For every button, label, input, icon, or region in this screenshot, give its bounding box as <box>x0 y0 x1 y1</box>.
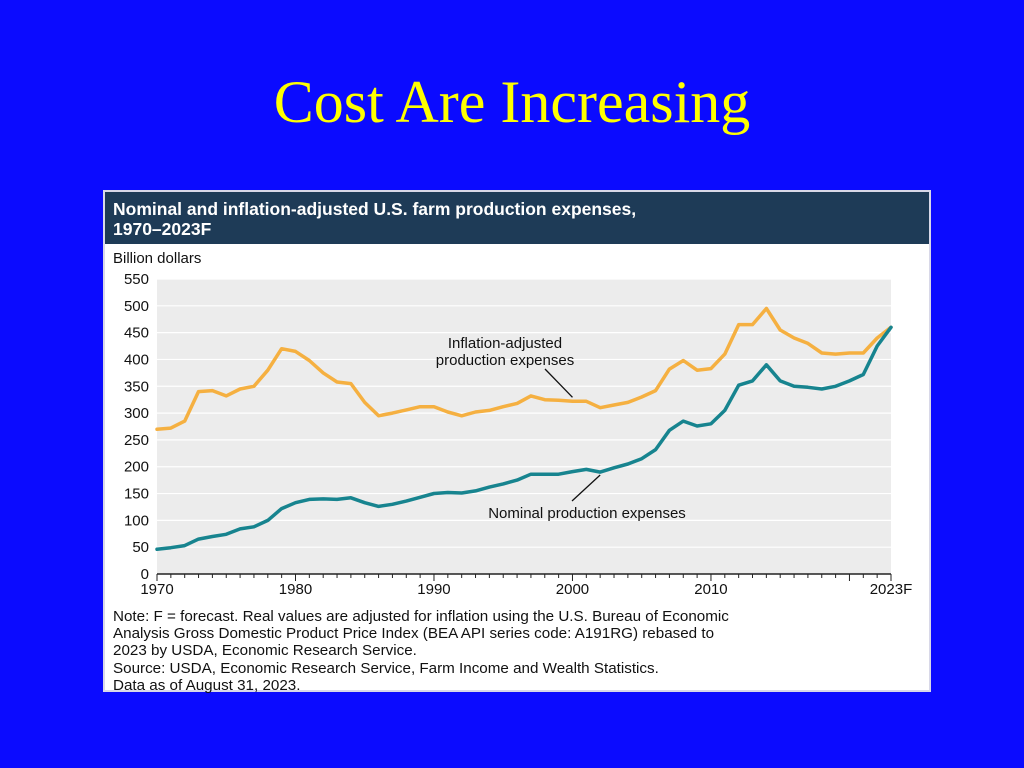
note-line-2: Analysis Gross Domestic Product Price In… <box>113 625 715 643</box>
note-line-1: Note: F = forecast. Real values are adju… <box>113 608 729 625</box>
y-tick-label: 450 <box>124 325 149 342</box>
slide-title: Cost Are Increasing <box>273 69 751 135</box>
y-tick-label: 50 <box>132 539 149 556</box>
annotation-leader-line <box>571 474 601 502</box>
x-tick-label: 1980 <box>279 581 312 598</box>
x-tick-label: 2000 <box>556 581 589 598</box>
series-line-nominal <box>155 325 893 552</box>
note-line-4: Source: USDA, Economic Research Service,… <box>113 659 659 677</box>
annotation-label: Nominal production expenses <box>488 505 686 522</box>
x-tick-label: 2010 <box>694 581 727 598</box>
annotation-leader-line <box>544 368 573 398</box>
y-tick-label: 300 <box>124 405 149 422</box>
y-tick-label: 350 <box>124 378 149 395</box>
x-tick-label: 2023F <box>870 581 913 598</box>
chart-title-line-2: 1970–2023F <box>113 219 212 239</box>
series-line-inflation-adjusted <box>155 306 893 431</box>
y-tick-label: 500 <box>124 298 149 315</box>
y-axis-unit-label: Billion dollars <box>113 250 202 267</box>
y-tick-label: 200 <box>124 459 149 476</box>
note-line-3: 2023 by USDA, Economic Research Service. <box>113 642 417 660</box>
annotation-label: production expenses <box>436 352 574 369</box>
y-tick-label: 100 <box>124 512 149 529</box>
line-chart-plot: 0 50 100 150 200 250 300 350 400 450 500 550 1970 198… <box>124 271 913 598</box>
y-tick-label: 400 <box>124 351 149 368</box>
y-tick-label: 0 <box>141 566 149 583</box>
chart-title: Nominal and inflation-adjusted U.S. farm… <box>113 199 893 239</box>
plot-background <box>157 279 891 574</box>
chart-figure: Nominal and inflation-adjusted U.S. farm… <box>103 190 931 694</box>
x-tick-label: 1990 <box>417 581 450 598</box>
chart-title-line-1: Nominal and inflation-adjusted U.S. farm… <box>113 199 637 219</box>
chart-header: Nominal and inflation-adjusted U.S. farm… <box>105 192 929 244</box>
chart-note: Note: F = forecast. Real values are adju… <box>113 608 925 694</box>
y-tick-label: 250 <box>124 432 149 449</box>
y-tick-label: 550 <box>124 271 149 288</box>
note-line-5: Data as of August 31, 2023. <box>113 676 301 694</box>
x-tick-label: 1970 <box>140 581 173 598</box>
annotation-label: Inflation-adjusted <box>448 335 562 352</box>
y-tick-label: 150 <box>124 486 149 503</box>
